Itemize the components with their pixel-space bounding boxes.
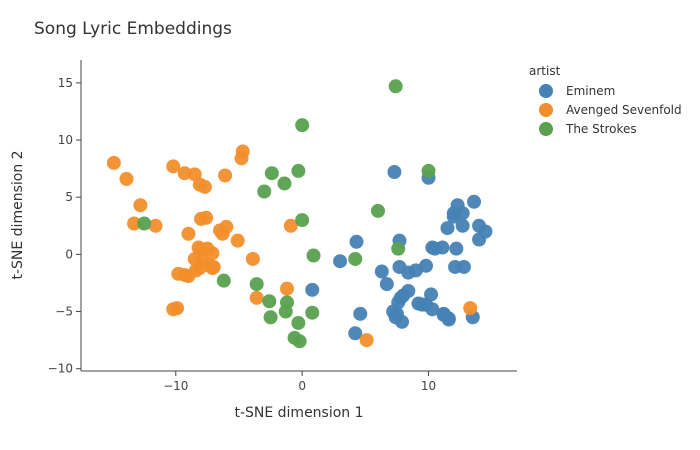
point-eminem (446, 209, 461, 224)
y-tick-label: −10 (48, 362, 73, 376)
legend-marker-avenged-sevenfold (539, 103, 553, 117)
point-eminem (440, 221, 455, 236)
point-eminem (379, 277, 394, 292)
point-avenged-sevenfold (106, 155, 121, 170)
point-avenged-sevenfold (199, 210, 214, 225)
point-the-strokes (277, 176, 292, 191)
x-tick-label: 10 (421, 379, 436, 393)
point-avenged-sevenfold (133, 198, 148, 213)
point-the-strokes (370, 203, 385, 218)
point-the-strokes (388, 79, 403, 94)
point-eminem (348, 326, 363, 341)
point-eminem (353, 306, 368, 321)
point-the-strokes (292, 334, 307, 349)
point-eminem (427, 241, 442, 256)
point-avenged-sevenfold (463, 301, 478, 316)
point-the-strokes (291, 163, 306, 178)
legend-label-eminem: Eminem (566, 84, 615, 98)
point-the-strokes (291, 315, 306, 330)
point-avenged-sevenfold (283, 218, 298, 233)
point-the-strokes (137, 216, 152, 231)
chart-title: Song Lyric Embeddings (34, 19, 232, 39)
point-the-strokes (216, 273, 231, 288)
point-avenged-sevenfold (279, 281, 294, 296)
point-eminem (441, 311, 456, 326)
point-eminem (391, 295, 406, 310)
point-eminem (387, 165, 402, 180)
point-eminem (455, 218, 470, 233)
legend: artist Eminem Avenged Sevenfold The Stroke… (529, 64, 682, 136)
point-eminem (394, 314, 409, 329)
legend-label-the-strokes: The Strokes (565, 122, 637, 136)
point-avenged-sevenfold (359, 333, 374, 348)
point-the-strokes (305, 305, 320, 320)
y-tick-label: 0 (65, 247, 73, 261)
legend-marker-the-strokes (539, 122, 553, 136)
point-avenged-sevenfold (127, 216, 142, 231)
point-eminem (349, 234, 364, 249)
x-axis-title: t-SNE dimension 1 (234, 405, 363, 421)
point-the-strokes (263, 310, 278, 325)
point-avenged-sevenfold (235, 144, 250, 159)
point-avenged-sevenfold (166, 159, 181, 174)
point-the-strokes (278, 304, 293, 319)
point-eminem (449, 241, 464, 256)
point-the-strokes (391, 241, 406, 256)
legend-label-avenged-sevenfold: Avenged Sevenfold (566, 103, 682, 117)
point-eminem (456, 259, 471, 274)
point-avenged-sevenfold (245, 251, 260, 266)
point-avenged-sevenfold (148, 218, 163, 233)
point-the-strokes (257, 184, 272, 199)
y-tick-label: 15 (58, 76, 73, 90)
point-the-strokes (295, 213, 310, 228)
point-avenged-sevenfold (189, 263, 204, 278)
point-the-strokes (306, 248, 321, 263)
plot-area: −10 −5 0 5 10 15 −10 0 10 (48, 60, 517, 393)
point-avenged-sevenfold (230, 233, 245, 248)
y-tick-label: 5 (65, 190, 73, 204)
y-tick-label: 10 (58, 133, 73, 147)
point-eminem (467, 194, 482, 209)
y-ticks: −10 −5 0 5 10 15 (48, 76, 81, 376)
legend-title: artist (529, 64, 561, 78)
x-tick-label: −10 (163, 379, 188, 393)
point-avenged-sevenfold (170, 301, 185, 316)
point-avenged-sevenfold (205, 246, 220, 261)
point-avenged-sevenfold (218, 168, 233, 183)
point-the-strokes (262, 294, 277, 309)
point-avenged-sevenfold (197, 179, 212, 194)
point-avenged-sevenfold (249, 290, 264, 305)
point-the-strokes (348, 251, 363, 266)
x-tick-label: 0 (298, 379, 306, 393)
x-ticks: −10 0 10 (163, 371, 436, 393)
point-eminem (401, 283, 416, 298)
point-eminem (408, 263, 423, 278)
legend-marker-eminem (539, 84, 553, 98)
point-the-strokes (295, 118, 310, 133)
point-avenged-sevenfold (215, 226, 230, 241)
point-eminem (415, 297, 430, 312)
point-the-strokes (264, 166, 279, 181)
point-avenged-sevenfold (181, 226, 196, 241)
point-avenged-sevenfold (119, 171, 134, 186)
point-eminem (472, 232, 487, 247)
y-tick-label: −5 (55, 305, 73, 319)
point-avenged-sevenfold (205, 261, 220, 276)
y-axis-title: t-SNE dimension 2 (10, 150, 26, 279)
point-avenged-sevenfold (177, 166, 192, 181)
point-the-strokes (249, 277, 264, 292)
point-the-strokes (421, 163, 436, 178)
data-points (106, 79, 493, 349)
point-eminem (333, 254, 348, 269)
point-eminem (374, 264, 389, 279)
point-eminem (305, 282, 320, 297)
